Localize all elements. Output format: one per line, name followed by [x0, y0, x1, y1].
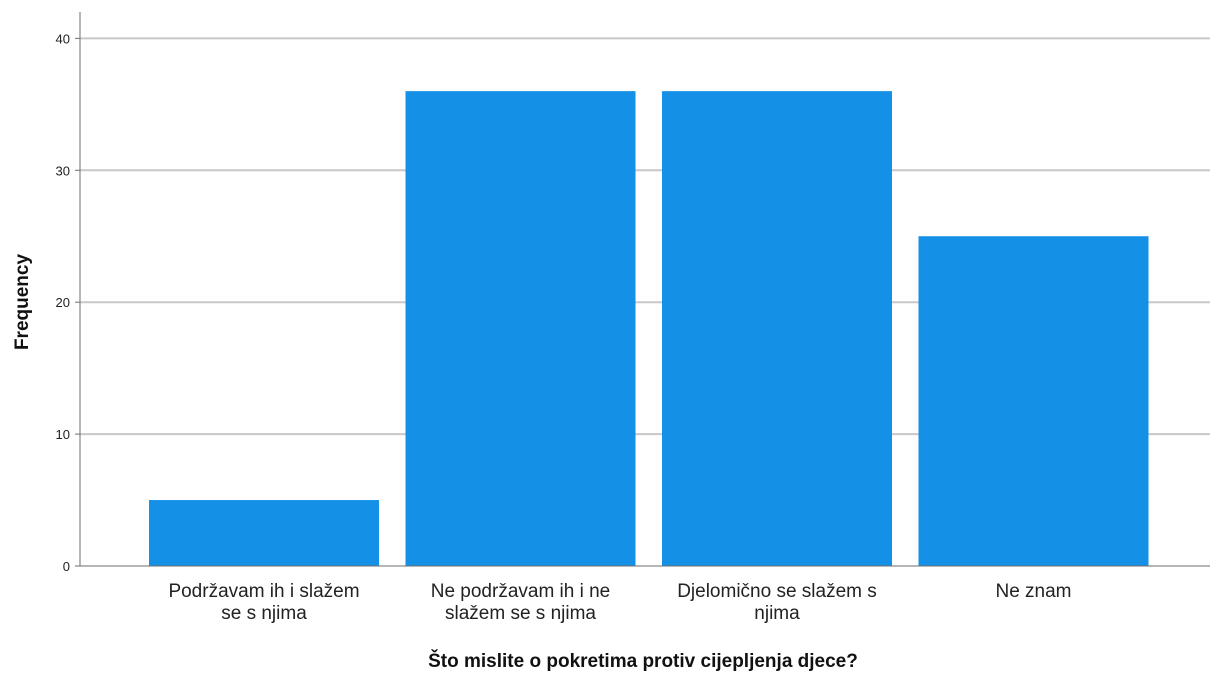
- x-category-label-line: Djelomično se slažem s: [677, 581, 877, 602]
- x-category-label-3: Djelomično se slažem s njima: [677, 581, 877, 624]
- x-category-label-line: slažem se s njima: [445, 603, 596, 624]
- bar-4: [918, 236, 1149, 566]
- x-axis-title: Što mislite o pokretima protiv cijepljen…: [428, 650, 858, 672]
- x-category-labels: Podržavam ih i slažem se s njima Ne podrža…: [168, 581, 1071, 624]
- x-category-label-line: Ne podržavam ih i ne: [431, 581, 611, 602]
- x-category-label-line: Podržavam ih i slažem: [168, 581, 359, 602]
- bar-3: [662, 91, 892, 567]
- y-tick-label: 30: [56, 163, 70, 178]
- x-category-label-2: Ne podržavam ih i ne slažem se s njima: [431, 581, 611, 624]
- y-tick-label: 10: [56, 427, 70, 442]
- axes: [79, 12, 1210, 567]
- bar-1: [149, 500, 379, 566]
- x-category-label-line: se s njima: [221, 603, 307, 624]
- y-tick-label: 20: [56, 295, 70, 310]
- x-category-label-line: njima: [754, 603, 800, 624]
- x-category-label-line: Ne znam: [995, 581, 1071, 602]
- bar-2: [405, 91, 636, 567]
- y-tick-label: 0: [63, 559, 70, 574]
- bars: [149, 91, 1149, 567]
- x-category-label-4: Ne znam: [995, 581, 1071, 602]
- x-category-label-1: Podržavam ih i slažem se s njima: [168, 581, 359, 624]
- y-tick-label: 40: [56, 31, 70, 46]
- y-tick-labels: 0 10 20 30 40: [56, 31, 80, 574]
- y-axis-title: Frequency: [12, 254, 33, 351]
